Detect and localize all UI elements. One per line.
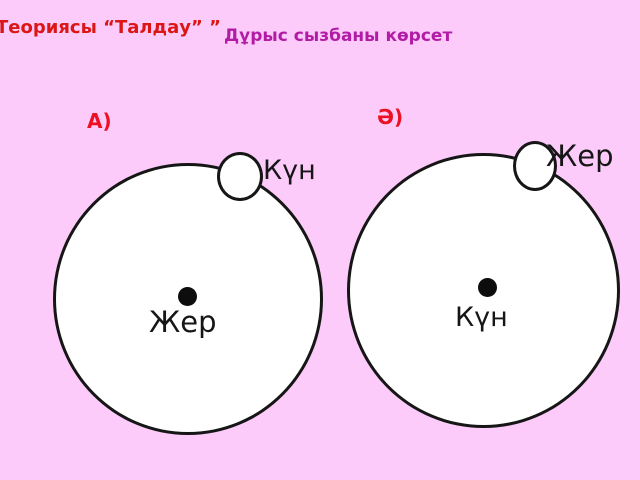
earth-center-dot (178, 287, 197, 306)
sun-orbiting-body-circle (217, 152, 263, 201)
slide-subtitle-question: Дұрыс сызбаны көрсет (224, 26, 453, 46)
diagram-a-label: А) (87, 109, 112, 133)
diagram-b-label: Ә) (377, 105, 404, 129)
sun-label-diagram-b: Күн (455, 302, 508, 333)
earth-label-diagram-a: Жер (149, 305, 217, 339)
earth-label-diagram-b: Жер (546, 139, 614, 173)
earth-orbiting-body-circle (513, 141, 557, 191)
sun-label-diagram-a: Күн (263, 155, 316, 186)
slide-title: Теориясы “Талдау” ” (0, 17, 221, 38)
sun-center-dot (478, 278, 497, 297)
